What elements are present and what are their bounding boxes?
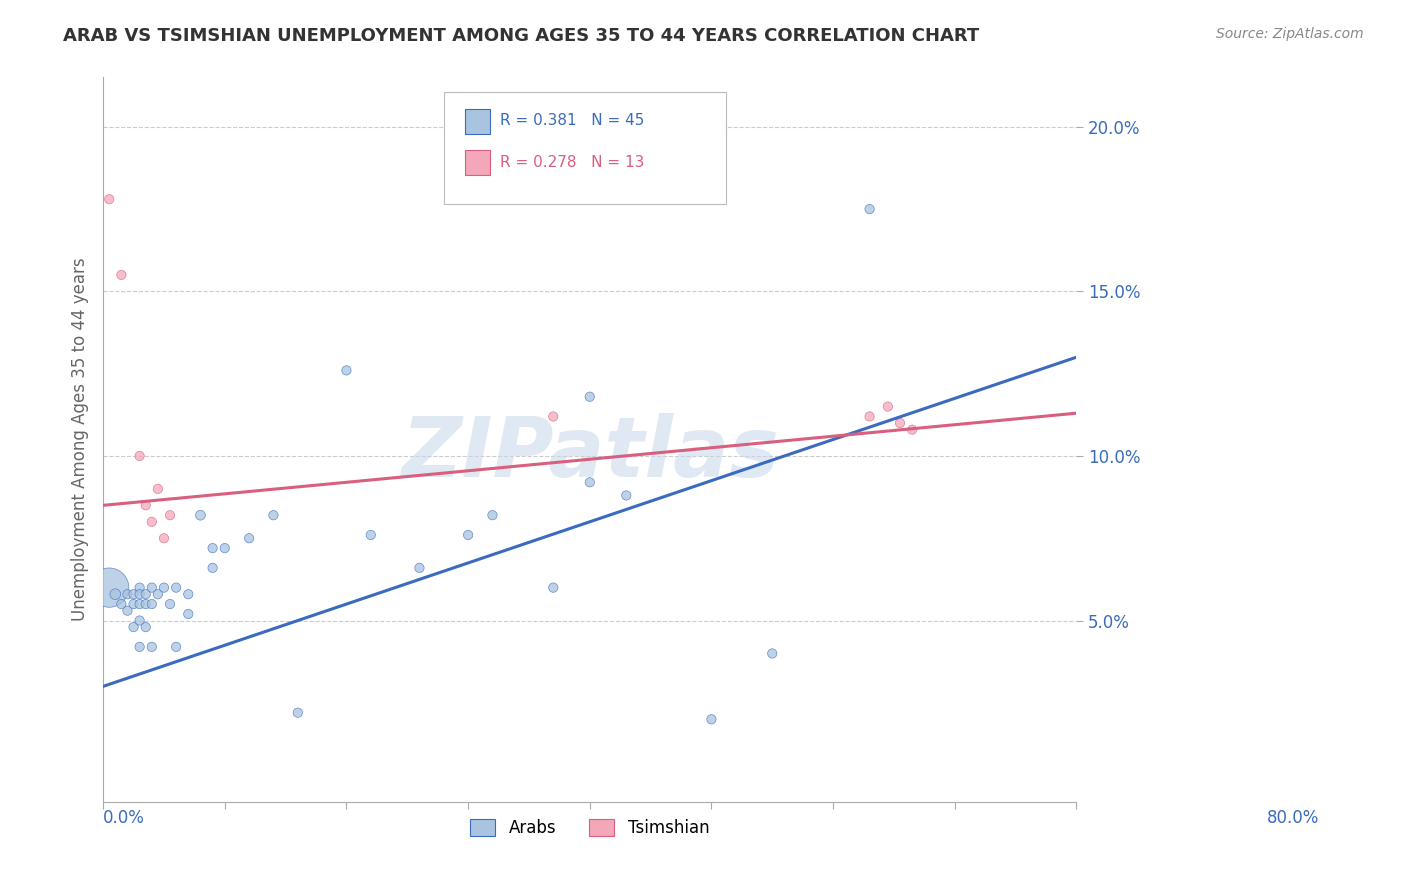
Point xyxy=(543,581,565,595)
Point xyxy=(201,541,224,555)
Point xyxy=(141,515,163,529)
Point xyxy=(578,475,600,490)
FancyBboxPatch shape xyxy=(444,92,725,204)
Point xyxy=(153,581,176,595)
Point xyxy=(122,587,145,601)
Y-axis label: Unemployment Among Ages 35 to 44 years: Unemployment Among Ages 35 to 44 years xyxy=(72,258,89,622)
Point xyxy=(104,587,127,601)
Point xyxy=(117,587,139,601)
Point xyxy=(98,192,121,206)
Point xyxy=(128,614,150,628)
Point xyxy=(177,607,200,621)
Text: ZIPatlas: ZIPatlas xyxy=(401,414,779,494)
Point xyxy=(700,712,723,726)
Point xyxy=(177,587,200,601)
Point xyxy=(135,499,157,513)
Point xyxy=(141,597,163,611)
Point xyxy=(457,528,479,542)
Point xyxy=(578,390,600,404)
Point xyxy=(110,268,132,282)
Text: R = 0.381   N = 45: R = 0.381 N = 45 xyxy=(501,113,644,128)
FancyBboxPatch shape xyxy=(465,150,489,175)
Point xyxy=(146,482,169,496)
Point xyxy=(481,508,503,523)
Point xyxy=(141,640,163,654)
Point xyxy=(117,604,139,618)
Point xyxy=(122,597,145,611)
Point xyxy=(214,541,236,555)
Text: Source: ZipAtlas.com: Source: ZipAtlas.com xyxy=(1216,27,1364,41)
Point xyxy=(889,416,911,430)
Point xyxy=(287,706,309,720)
Text: R = 0.278   N = 13: R = 0.278 N = 13 xyxy=(501,154,644,169)
Point xyxy=(159,597,181,611)
Point xyxy=(876,400,898,414)
Point xyxy=(128,587,150,601)
Point xyxy=(165,581,187,595)
Point xyxy=(141,581,163,595)
Text: ARAB VS TSIMSHIAN UNEMPLOYMENT AMONG AGES 35 TO 44 YEARS CORRELATION CHART: ARAB VS TSIMSHIAN UNEMPLOYMENT AMONG AGE… xyxy=(63,27,980,45)
Point xyxy=(901,423,924,437)
Point xyxy=(408,561,430,575)
Point xyxy=(543,409,565,424)
Point xyxy=(614,488,637,502)
Point xyxy=(128,597,150,611)
Point xyxy=(262,508,284,523)
Point xyxy=(165,640,187,654)
Point xyxy=(135,587,157,601)
Point xyxy=(146,587,169,601)
Point xyxy=(238,531,260,545)
Point xyxy=(128,581,150,595)
Text: 80.0%: 80.0% xyxy=(1267,809,1320,827)
Point xyxy=(128,640,150,654)
Point xyxy=(335,363,357,377)
Point xyxy=(128,449,150,463)
Point xyxy=(190,508,212,523)
Point xyxy=(153,531,176,545)
Point xyxy=(98,581,121,595)
Point xyxy=(159,508,181,523)
Text: 0.0%: 0.0% xyxy=(103,809,145,827)
Point xyxy=(761,647,783,661)
Point xyxy=(122,620,145,634)
Point xyxy=(858,202,880,216)
Point xyxy=(135,620,157,634)
Point xyxy=(201,561,224,575)
Legend: Arabs, Tsimshian: Arabs, Tsimshian xyxy=(464,813,716,844)
Point xyxy=(858,409,880,424)
Point xyxy=(360,528,382,542)
Point xyxy=(135,597,157,611)
FancyBboxPatch shape xyxy=(465,109,489,134)
Point xyxy=(110,597,132,611)
